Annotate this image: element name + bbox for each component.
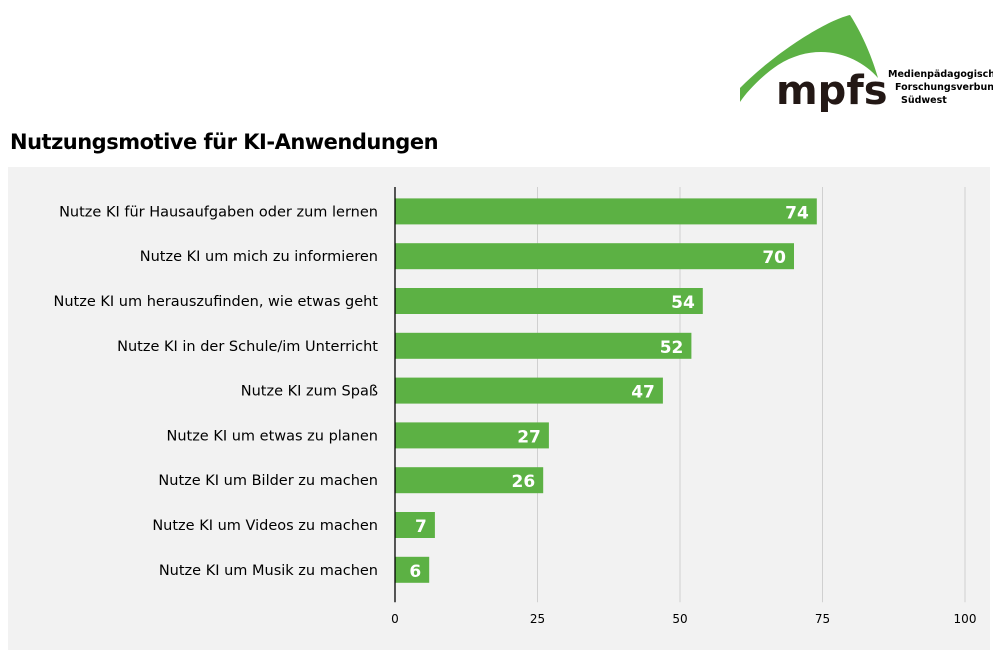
data-label: 7 xyxy=(415,517,427,537)
svg-text:Südwest: Südwest xyxy=(901,95,947,106)
bar xyxy=(395,288,703,314)
bar xyxy=(395,422,549,449)
svg-text:Forschungsverbund: Forschungsverbund xyxy=(895,82,993,93)
chart-title: Nutzungsmotive für KI-Anwendungen xyxy=(10,130,439,154)
bar xyxy=(395,556,430,583)
data-label: 74 xyxy=(785,203,809,223)
category-label: Nutze KI um Bilder zu machen xyxy=(158,473,378,489)
category-label: Nutze KI um mich zu informieren xyxy=(140,249,378,265)
category-label: Nutze KI zum Spaß xyxy=(241,384,378,400)
category-label: Nutze KI in der Schule/im Unterricht xyxy=(117,339,378,355)
x-tick-label: 50 xyxy=(672,612,687,626)
chart-panel: 0 25 50 75 100 Nutze KI für Hausaufgaben oder… xyxy=(8,167,990,650)
category-label: Nutze KI um herauszufinden, wie etwas ge… xyxy=(54,294,379,310)
mpfs-logo: mpfs Medienpädagogischer Forschungsverbu… xyxy=(738,10,1000,114)
data-label: 26 xyxy=(512,472,536,492)
data-label: 52 xyxy=(660,338,684,358)
x-tick-label: 25 xyxy=(530,612,545,626)
x-tick-label: 75 xyxy=(815,612,830,626)
bar xyxy=(395,377,663,404)
data-label: 6 xyxy=(409,562,421,582)
data-label: 70 xyxy=(762,248,786,268)
bar xyxy=(395,467,544,494)
x-tick-label: 100 xyxy=(954,612,977,626)
bar xyxy=(395,512,435,538)
data-label: 27 xyxy=(517,427,541,447)
category-label: Nutze KI für Hausaufgaben oder zum lerne… xyxy=(59,204,378,220)
category-label: Nutze KI um Musik zu machen xyxy=(159,563,378,579)
bar xyxy=(395,243,794,270)
data-label: 54 xyxy=(671,293,695,313)
bar-chart: 0 25 50 75 100 Nutze KI für Hausaufgaben oder… xyxy=(54,187,977,626)
data-label: 47 xyxy=(631,383,655,403)
x-tick-label: 0 xyxy=(391,612,399,626)
bar xyxy=(395,332,692,359)
category-label: Nutze KI um etwas zu planen xyxy=(166,428,378,444)
category-label: Nutze KI um Videos zu machen xyxy=(152,518,378,534)
svg-text:Medienpädagogischer: Medienpädagogischer xyxy=(888,69,993,80)
svg-text:mpfs: mpfs xyxy=(776,68,888,112)
bar xyxy=(395,198,817,225)
